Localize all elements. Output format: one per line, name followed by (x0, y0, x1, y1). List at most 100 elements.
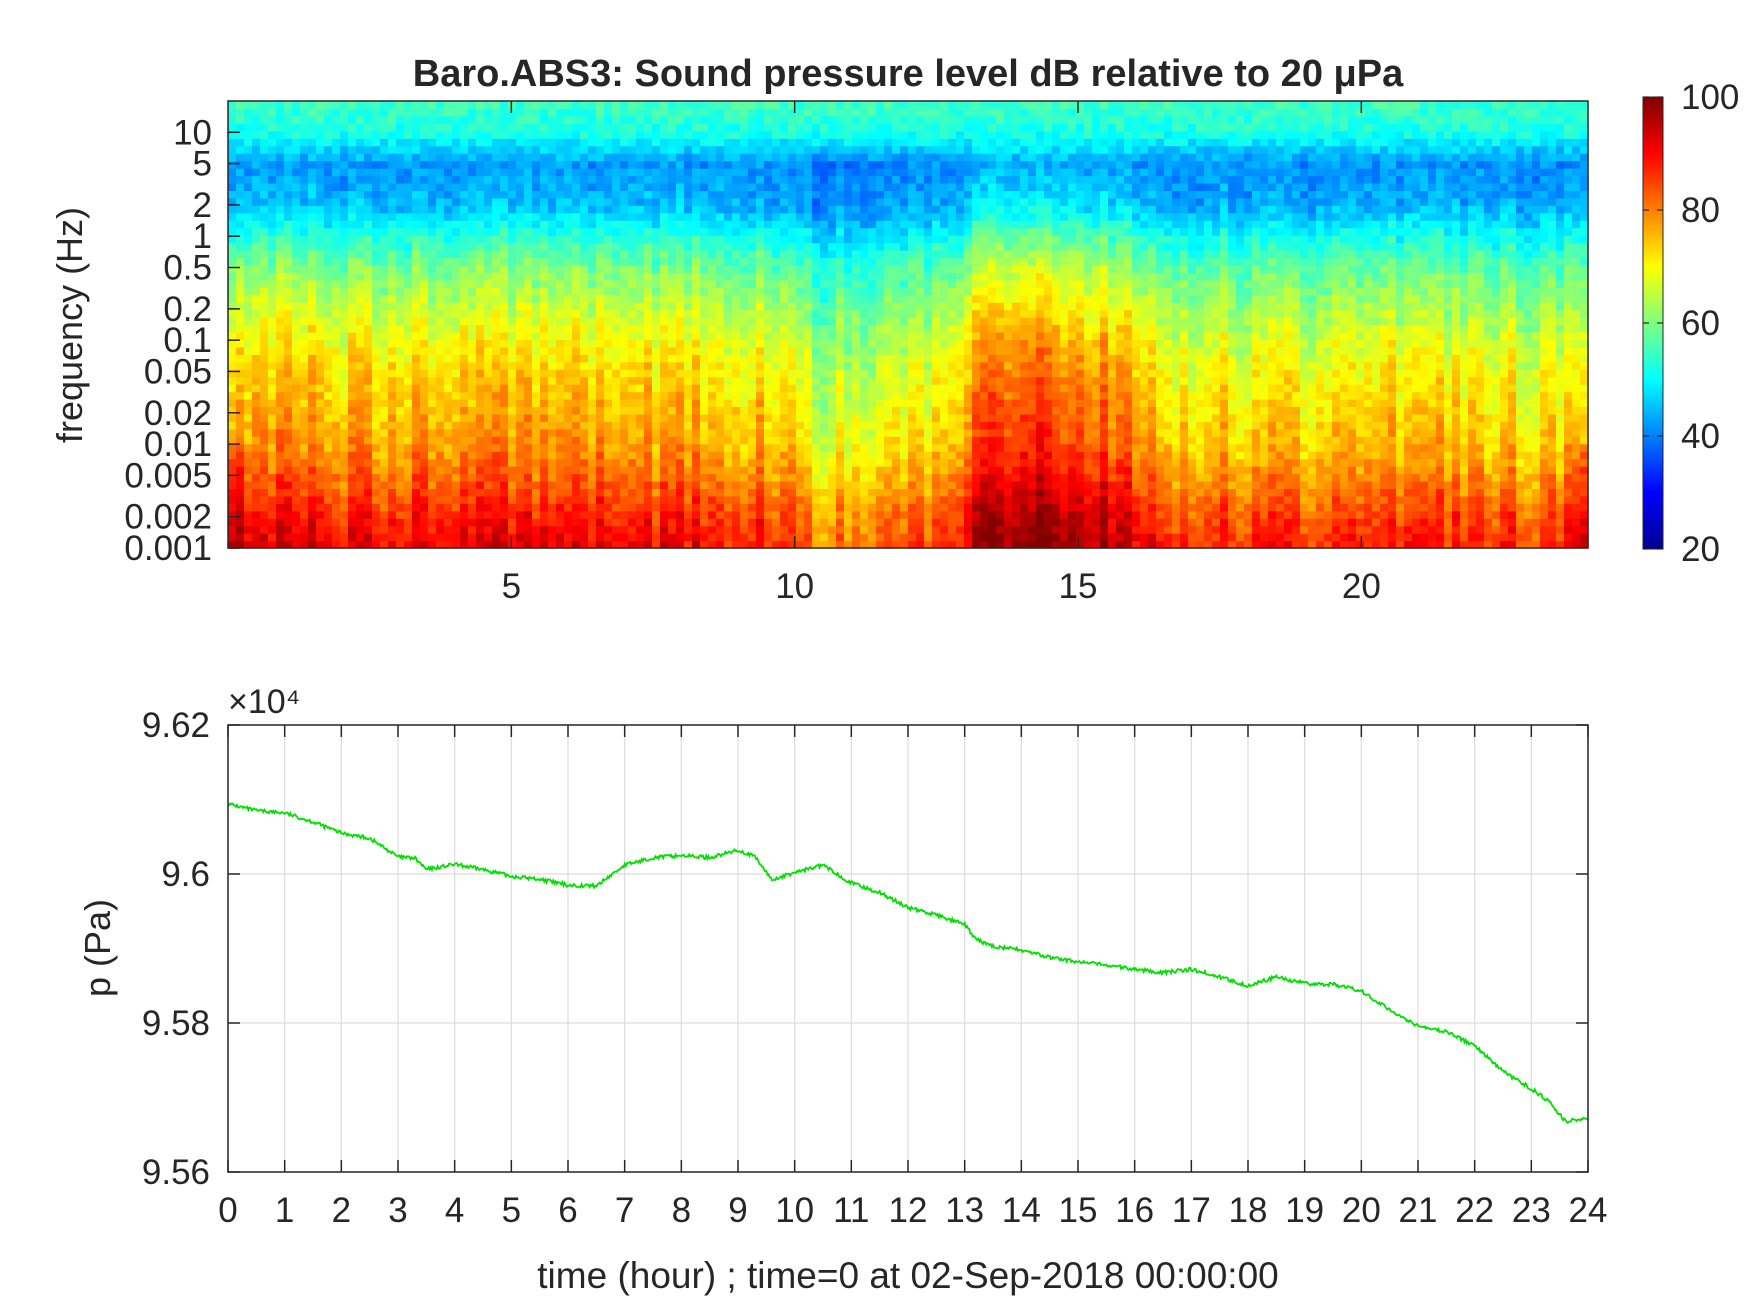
heatmap-cell (748, 421, 757, 430)
heatmap-cell (620, 466, 629, 475)
heatmap-cell (540, 190, 549, 199)
heatmap-cell (852, 235, 861, 244)
heatmap-cell (628, 220, 637, 229)
heatmap-cell (404, 458, 413, 467)
heatmap-cell (820, 428, 829, 437)
heatmap-cell (564, 279, 573, 288)
heatmap-cell (828, 369, 837, 378)
heatmap-cell (292, 257, 301, 266)
heatmap-cell (740, 250, 749, 259)
heatmap-cell (452, 294, 461, 303)
heatmap-cell (340, 533, 349, 542)
heatmap-cell (852, 115, 861, 124)
heatmap-cell (364, 257, 373, 266)
heatmap-cell (724, 525, 733, 534)
heatmap-cell (460, 324, 469, 333)
heatmap-cell (700, 160, 709, 169)
heatmap-cell (740, 302, 749, 311)
heatmap-cell (676, 480, 685, 489)
heatmap-cell (684, 488, 693, 497)
heatmap-cell (548, 324, 557, 333)
heatmap-cell (332, 413, 341, 422)
heatmap-cell (524, 391, 533, 400)
heatmap-cell (316, 525, 325, 534)
heatmap-cell (276, 399, 285, 408)
heatmap-cell (756, 197, 765, 206)
heatmap-cell (820, 331, 829, 340)
heatmap-cell (636, 168, 645, 177)
heatmap-cell (652, 384, 661, 393)
heatmap-cell (804, 413, 813, 422)
heatmap-cell (428, 495, 437, 504)
heatmap-cell (412, 518, 421, 527)
heatmap-cell (244, 145, 253, 154)
heatmap-cell (404, 354, 413, 363)
heatmap-cell (860, 130, 869, 139)
heatmap-cell (692, 160, 701, 169)
heatmap-cell (412, 473, 421, 482)
heatmap-cell (284, 525, 293, 534)
heatmap-cell (724, 324, 733, 333)
heatmap-cell (276, 250, 285, 259)
heatmap-cell (860, 376, 869, 385)
heatmap-cell (692, 242, 701, 251)
heatmap-cell (700, 339, 709, 348)
heatmap-cell (356, 168, 365, 177)
heatmap-cell (452, 257, 461, 266)
heatmap-cell (812, 175, 821, 184)
heatmap-cell (812, 384, 821, 393)
heatmap-cell (596, 339, 605, 348)
heatmap-cell (444, 317, 453, 326)
heatmap-cell (860, 287, 869, 296)
heatmap-cell (772, 302, 781, 311)
heatmap-cell (268, 250, 277, 259)
heatmap-cell (724, 287, 733, 296)
heatmap-cell (228, 212, 237, 221)
heatmap-cell (764, 540, 773, 549)
heatmap-cell (804, 160, 813, 169)
heatmap-cell (812, 182, 821, 191)
heatmap-cell (252, 525, 261, 534)
heatmap-cell (756, 421, 765, 430)
heatmap-cell (396, 451, 405, 460)
heatmap-cell (404, 451, 413, 460)
heatmap-cell (316, 212, 325, 221)
heatmap-cell (692, 197, 701, 206)
heatmap-cell (492, 123, 501, 132)
heatmap-cell (564, 197, 573, 206)
heatmap-cell (516, 503, 525, 512)
heatmap-cell (468, 257, 477, 266)
heatmap-cell (644, 376, 653, 385)
heatmap-cell (748, 324, 757, 333)
heatmap-cell (756, 212, 765, 221)
heatmap-cell (668, 257, 677, 266)
heatmap-cell (364, 145, 373, 154)
heatmap-cell (412, 510, 421, 519)
heatmap-cell (460, 153, 469, 162)
heatmap-cell (484, 346, 493, 355)
heatmap-cell (540, 227, 549, 236)
heatmap-cell (292, 413, 301, 422)
heatmap-cell (596, 443, 605, 452)
heatmap-cell (820, 324, 829, 333)
heatmap-cell (444, 145, 453, 154)
heatmap-cell (436, 466, 445, 475)
heatmap-cell (652, 101, 661, 110)
heatmap-cell (476, 264, 485, 273)
heatmap-cell (228, 443, 237, 452)
heatmap-cell (892, 540, 901, 549)
heatmap-cell (668, 421, 677, 430)
heatmap-cell (692, 346, 701, 355)
heatmap-cell (812, 272, 821, 281)
heatmap-cell (748, 227, 757, 236)
heatmap-cell (460, 168, 469, 177)
heatmap-cell (796, 510, 805, 519)
heatmap-cell (324, 182, 333, 191)
heatmap-cell (460, 458, 469, 467)
heatmap-cell (452, 115, 461, 124)
heatmap-cell (260, 399, 269, 408)
heatmap-cell (484, 190, 493, 199)
heatmap-cell (364, 294, 373, 303)
heatmap-cell (292, 458, 301, 467)
heatmap-cell (316, 279, 325, 288)
